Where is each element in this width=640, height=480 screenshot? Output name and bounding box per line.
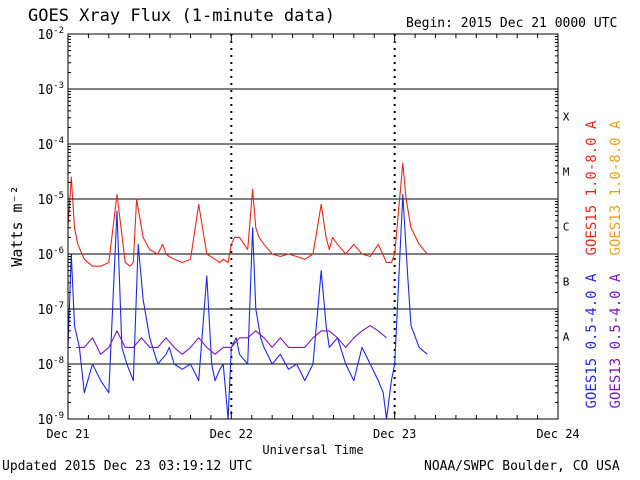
legend-item-1: GOES13 1.0-8.0 A (608, 120, 624, 255)
x-tick-label-0: Dec 21 (46, 427, 89, 441)
x-tick-label-2: Dec 23 (373, 427, 416, 441)
y-tick-label-0: 10-9 (38, 411, 65, 428)
series-line-2 (76, 325, 387, 355)
y-axis-label: Watts m⁻² (8, 185, 26, 266)
flare-class-X: X (563, 111, 570, 124)
flare-class-M: M (563, 166, 570, 179)
begin-time: Begin: 2015 Dec 21 0000 UTC (406, 16, 618, 31)
legend-item-3: GOES13 0.5-4.0 A (608, 273, 624, 408)
y-tick-label-7: 10-2 (38, 26, 65, 43)
flare-class-B: B (563, 276, 570, 289)
x-tick-label-1: Dec 22 (210, 427, 253, 441)
legend-item-0: GOES15 1.0-8.0 A (584, 120, 600, 255)
series-line-0 (67, 162, 428, 267)
chart-title: GOES Xray Flux (1-minute data) (28, 6, 336, 26)
flare-class-A: A (563, 331, 570, 344)
legend-item-2: GOES15 0.5-4.0 A (584, 273, 600, 408)
y-tick-label-1: 10-8 (38, 356, 65, 373)
updated-timestamp: Updated 2015 Dec 23 03:19:12 UTC (2, 459, 253, 474)
series-line-1 (67, 194, 428, 420)
y-tick-label-3: 10-6 (38, 246, 65, 263)
credit-text: NOAA/SWPC Boulder, CO USA (424, 459, 620, 474)
x-tick-label-3: Dec 24 (536, 427, 579, 441)
y-tick-label-5: 10-4 (38, 136, 65, 153)
grid-lines (68, 34, 558, 419)
flare-class-C: C (563, 221, 570, 234)
y-tick-label-6: 10-3 (38, 81, 65, 98)
y-ticks: 10-9 10-8 10-7 10-6 10-5 10-4 10-3 10-2 (38, 26, 558, 428)
series-lines (67, 162, 428, 420)
y-tick-label-4: 10-5 (38, 191, 65, 208)
flare-class-labels: A B C M X (563, 111, 570, 344)
legend: GOES15 1.0-8.0 A GOES13 1.0-8.0 A GOES15 0… (584, 120, 624, 408)
x-ticks: Dec 21 Dec 22 Dec 23 Dec 24 (46, 34, 580, 441)
y-tick-label-2: 10-7 (38, 301, 65, 318)
x-axis-label: Universal Time (262, 443, 363, 457)
